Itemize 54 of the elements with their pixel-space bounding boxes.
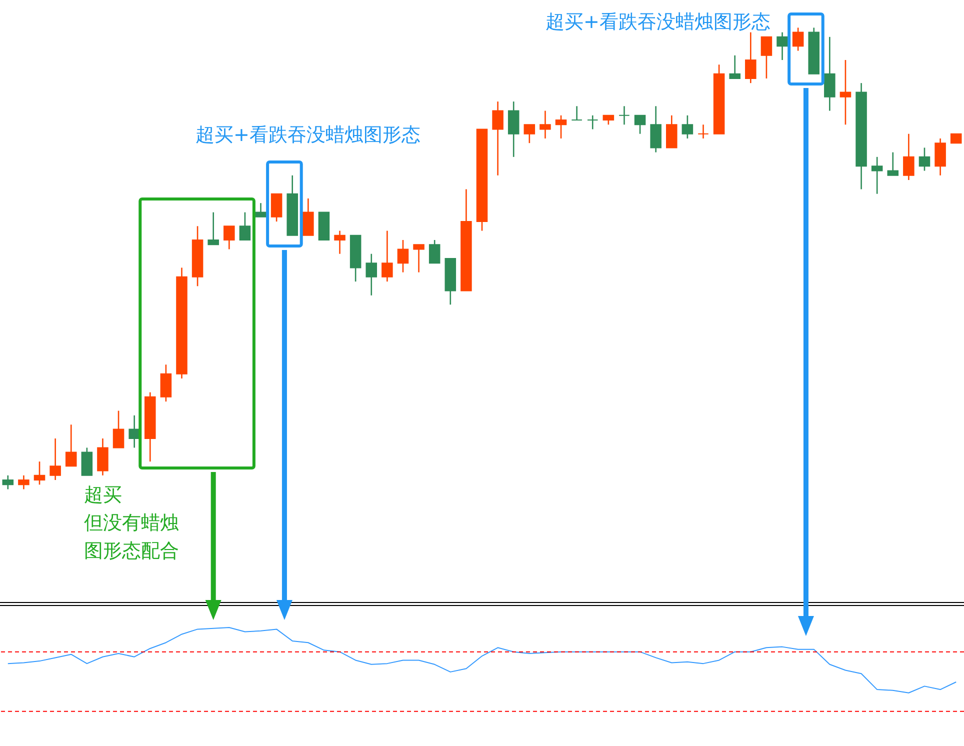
candlestick: [887, 152, 899, 176]
candlestick: [903, 133, 914, 181]
candlestick: [413, 244, 424, 273]
candlestick: [18, 474, 30, 490]
candlestick: [934, 138, 946, 176]
candlestick: [112, 410, 124, 448]
annotation: 超买+看跌吞没蜡烛图形态: [196, 124, 420, 146]
candlestick: [950, 133, 962, 144]
candlestick: [2, 474, 14, 490]
candlestick: [840, 59, 852, 126]
candlestick: [792, 27, 804, 52]
candlestick: [729, 54, 740, 80]
candlestick: [239, 212, 251, 241]
candlestick: [698, 124, 709, 140]
candlestick: [334, 230, 346, 254]
candlestick: [270, 193, 282, 222]
annotation: 超买: [84, 484, 122, 506]
candlestick: [824, 36, 836, 112]
candlestick: [634, 114, 646, 134]
candlestick: [871, 156, 883, 194]
candlestick: [128, 414, 140, 448]
candlestick: [366, 253, 378, 296]
candlestick: [682, 114, 694, 140]
candlestick: [255, 202, 266, 218]
candlestick: [160, 364, 172, 402]
candlestick: [571, 106, 582, 121]
candlestick: [65, 424, 77, 467]
candlestick: [760, 36, 772, 80]
candlestick: [508, 100, 520, 158]
candlestick: [745, 32, 756, 84]
candlestick: [34, 460, 46, 486]
candlestick: [492, 100, 504, 176]
candlestick: [50, 438, 61, 481]
candlestick: [555, 114, 567, 140]
candlestick: [650, 106, 662, 153]
candlestick: [302, 198, 314, 236]
candlestick: [586, 114, 598, 130]
candlestick: [602, 114, 614, 126]
candlestick: [428, 239, 440, 264]
text: 图形态配合: [84, 540, 179, 562]
annotation: 超买+看跌吞没蜡烛图形态: [546, 11, 770, 33]
candlestick: [524, 124, 536, 144]
candlestick: [208, 212, 219, 246]
candlestick: [224, 226, 235, 250]
candlestick: [776, 32, 788, 61]
candlestick: [81, 447, 93, 476]
candlestick: [618, 106, 630, 126]
candlestick: [666, 114, 678, 148]
candlestick: [540, 110, 551, 140]
candlestick: [97, 438, 108, 476]
candlestick: [382, 230, 393, 282]
candlestick: [397, 239, 409, 273]
text: 但没有蜡烛: [84, 512, 179, 534]
candlestick: [918, 147, 930, 172]
